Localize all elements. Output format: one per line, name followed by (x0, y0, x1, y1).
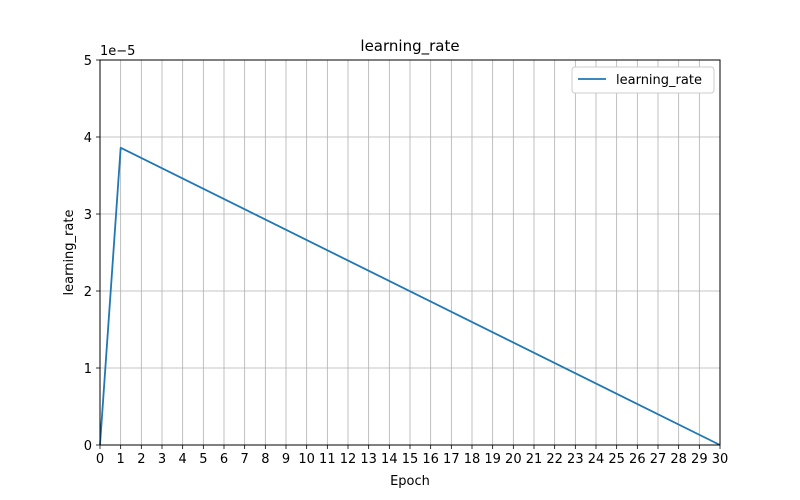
series-layer (99, 146, 721, 446)
y-axis-scale-label: 1e−5 (100, 44, 135, 59)
x-tick-label: 8 (261, 452, 269, 467)
x-tick-label: 28 (670, 452, 687, 467)
y-tick-label: 5 (84, 54, 92, 69)
x-tick-label: 4 (179, 452, 187, 467)
y-axis-label: learning_rate (62, 210, 77, 296)
x-axis: 0 1 2 3 4 5 6 7 8 9 10 11 12 13 14 15 16 17 18 19 20 21 22 23 24… (96, 445, 728, 467)
x-tick-label: 0 (96, 452, 104, 467)
y-tick-label: 3 (84, 208, 92, 223)
x-tick-label: 7 (241, 452, 249, 467)
x-tick-label: 1 (117, 452, 125, 467)
x-tick-label: 26 (629, 452, 646, 467)
x-tick-label: 6 (220, 452, 228, 467)
x-tick-label: 24 (588, 452, 605, 467)
grid (99, 59, 721, 446)
x-tick-label: 12 (340, 452, 357, 467)
y-tick-label: 4 (84, 131, 92, 146)
x-tick-label: 10 (298, 452, 315, 467)
x-tick-label: 16 (422, 452, 439, 467)
y-axis: 0 1 2 3 4 5 (84, 54, 100, 454)
x-tick-label: 23 (567, 452, 584, 467)
x-tick-label: 13 (360, 452, 377, 467)
x-tick-label: 3 (158, 452, 166, 467)
x-tick-label: 18 (464, 452, 481, 467)
x-tick-label: 27 (650, 452, 667, 467)
x-tick-label: 11 (319, 452, 336, 467)
y-tick-label: 0 (84, 439, 92, 454)
x-axis-label: Epoch (390, 474, 430, 489)
y-tick-label: 2 (84, 285, 92, 300)
x-tick-label: 9 (282, 452, 290, 467)
x-tick-label: 30 (712, 452, 729, 467)
y-tick-label: 1 (84, 362, 92, 377)
legend-label: learning_rate (616, 73, 702, 88)
legend-box (571, 66, 715, 94)
x-tick-label: 25 (608, 452, 625, 467)
x-tick-label: 22 (546, 452, 563, 467)
x-tick-label: 2 (137, 452, 145, 467)
x-tick-label: 19 (484, 452, 501, 467)
x-tick-label: 17 (443, 452, 460, 467)
x-tick-label: 29 (691, 452, 708, 467)
x-tick-label: 14 (381, 452, 398, 467)
x-tick-label: 21 (526, 452, 543, 467)
x-tick-label: 20 (505, 452, 522, 467)
chart-title: learning_rate (360, 37, 459, 56)
x-tick-label: 5 (199, 452, 207, 467)
series-line-learning_rate (99, 146, 721, 446)
x-tick-label: 15 (402, 452, 419, 467)
legend: learning_rate (571, 66, 715, 94)
